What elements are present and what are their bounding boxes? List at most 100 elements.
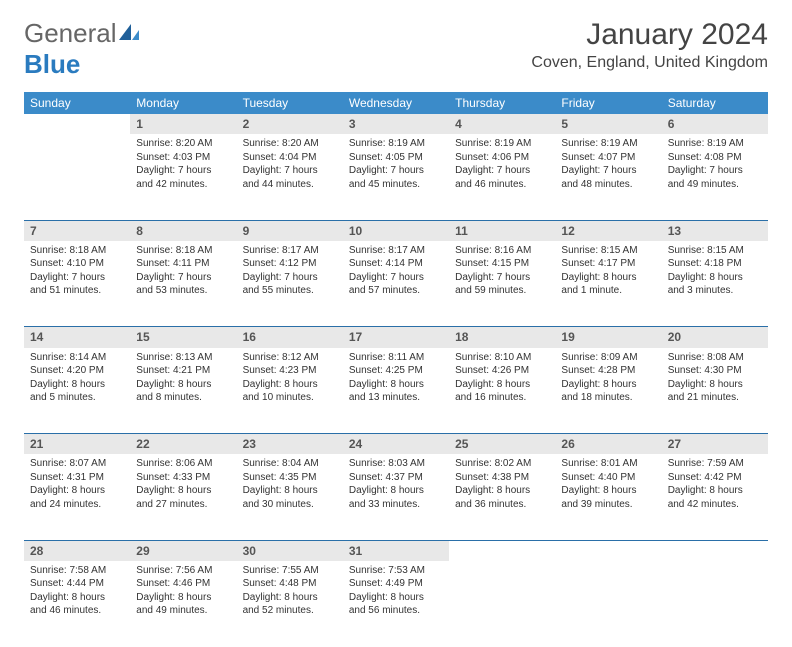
sunrise-text: Sunrise: 8:19 AM [349,137,443,151]
day-cell [449,561,555,647]
daylight-text: Daylight: 8 hours [136,591,230,605]
day-number: 24 [343,434,449,455]
day-cell: Sunrise: 8:17 AMSunset: 4:14 PMDaylight:… [343,241,449,327]
sunset-text: Sunset: 4:44 PM [30,577,124,591]
day-number: 1 [130,114,236,134]
daylight-text: and 13 minutes. [349,391,443,405]
day-cell: Sunrise: 8:11 AMSunset: 4:25 PMDaylight:… [343,348,449,434]
daylight-text: Daylight: 8 hours [349,484,443,498]
daylight-text: and 59 minutes. [455,284,549,298]
daylight-text: Daylight: 8 hours [455,484,549,498]
day-number: 23 [237,434,343,455]
day-content-row: Sunrise: 8:18 AMSunset: 4:10 PMDaylight:… [24,241,768,327]
day-number: 22 [130,434,236,455]
sunrise-text: Sunrise: 7:58 AM [30,564,124,578]
daylight-text: and 30 minutes. [243,498,337,512]
weekday-header: Tuesday [237,92,343,114]
daylight-text: Daylight: 8 hours [668,271,762,285]
daylight-text: Daylight: 7 hours [668,164,762,178]
daylight-text: Daylight: 8 hours [349,378,443,392]
sunrise-text: Sunrise: 8:06 AM [136,457,230,471]
daylight-text: Daylight: 7 hours [455,271,549,285]
daylight-text: and 49 minutes. [668,178,762,192]
header: GeneralBlue January 2024 Coven, England,… [24,18,768,80]
daylight-text: and 52 minutes. [243,604,337,618]
sunrise-text: Sunrise: 8:20 AM [136,137,230,151]
day-number: 8 [130,220,236,241]
page-title: January 2024 [531,18,768,52]
day-number: 25 [449,434,555,455]
daylight-text: and 18 minutes. [561,391,655,405]
day-content-row: Sunrise: 8:20 AMSunset: 4:03 PM Daylight:… [24,134,768,220]
daylight-text: and 49 minutes. [136,604,230,618]
day-cell: Sunrise: 8:19 AMSunset: 4:05 PMDaylight:… [343,134,449,220]
sunset-text: Sunset: 4:40 PM [561,471,655,485]
day-cell: Sunrise: 8:04 AMSunset: 4:35 PMDaylight:… [237,454,343,540]
day-cell: Sunrise: 8:09 AMSunset: 4:28 PMDaylight:… [555,348,661,434]
day-cell: Sunrise: 8:10 AMSunset: 4:26 PMDaylight:… [449,348,555,434]
sunrise-text: Sunrise: 7:55 AM [243,564,337,578]
title-block: January 2024 Coven, England, United King… [531,18,768,72]
sunset-text: Sunset: 4:37 PM [349,471,443,485]
sunrise-text: Sunrise: 8:04 AM [243,457,337,471]
day-cell [24,134,130,220]
daylight-text: Daylight: 8 hours [243,591,337,605]
daylight-text: Daylight: 8 hours [30,378,124,392]
daylight-text: Daylight: 7 hours [455,164,549,178]
daylight-text: and 24 minutes. [30,498,124,512]
day-number: 26 [555,434,661,455]
day-cell: Sunrise: 7:58 AMSunset: 4:44 PMDaylight:… [24,561,130,647]
day-number [24,114,130,134]
sunrise-text: Sunrise: 8:15 AM [561,244,655,258]
daylight-text: and 39 minutes. [561,498,655,512]
sunset-text: Sunset: 4:06 PM [455,151,549,165]
daylight-text: and 42 minutes. [136,178,230,192]
sunrise-text: Sunrise: 8:07 AM [30,457,124,471]
daylight-text: and 44 minutes. [243,178,337,192]
sunset-text: Sunset: 4:18 PM [668,257,762,271]
day-cell: Sunrise: 8:19 AMSunset: 4:06 PMDaylight:… [449,134,555,220]
day-number: 2 [237,114,343,134]
sunset-text: Sunset: 4:11 PM [136,257,230,271]
day-number: 30 [237,540,343,561]
daylight-text: and 5 minutes. [30,391,124,405]
day-cell: Sunrise: 8:08 AMSunset: 4:30 PMDaylight:… [662,348,768,434]
day-number: 14 [24,327,130,348]
day-number: 12 [555,220,661,241]
day-cell: Sunrise: 8:12 AMSunset: 4:23 PMDaylight:… [237,348,343,434]
daylight-text: Daylight: 8 hours [30,591,124,605]
day-cell: Sunrise: 8:17 AMSunset: 4:12 PMDaylight:… [237,241,343,327]
sunrise-text: Sunrise: 8:16 AM [455,244,549,258]
sunrise-text: Sunrise: 8:10 AM [455,351,549,365]
sunset-text: Sunset: 4:30 PM [668,364,762,378]
day-cell: Sunrise: 8:13 AMSunset: 4:21 PMDaylight:… [130,348,236,434]
daylight-text: Daylight: 8 hours [136,378,230,392]
day-cell [555,561,661,647]
weekday-header: Thursday [449,92,555,114]
day-cell: Sunrise: 8:07 AMSunset: 4:31 PMDaylight:… [24,454,130,540]
daylight-text: Daylight: 7 hours [136,271,230,285]
sunset-text: Sunset: 4:03 PM [136,151,230,165]
daylight-text: and 10 minutes. [243,391,337,405]
sunset-text: Sunset: 4:42 PM [668,471,762,485]
day-cell: Sunrise: 8:18 AMSunset: 4:10 PMDaylight:… [24,241,130,327]
sunset-text: Sunset: 4:14 PM [349,257,443,271]
daylight-text: and 51 minutes. [30,284,124,298]
day-cell: Sunrise: 8:06 AMSunset: 4:33 PMDaylight:… [130,454,236,540]
day-cell: Sunrise: 8:19 AMSunset: 4:08 PMDaylight:… [662,134,768,220]
day-number: 6 [662,114,768,134]
daylight-text: Daylight: 8 hours [30,484,124,498]
day-cell: Sunrise: 8:15 AMSunset: 4:18 PMDaylight:… [662,241,768,327]
sunrise-text: Sunrise: 8:11 AM [349,351,443,365]
day-number: 13 [662,220,768,241]
daylight-text: Daylight: 7 hours [349,271,443,285]
day-number: 11 [449,220,555,241]
sunset-text: Sunset: 4:04 PM [243,151,337,165]
sunset-text: Sunset: 4:33 PM [136,471,230,485]
daylight-text: and 21 minutes. [668,391,762,405]
day-cell [662,561,768,647]
day-number: 16 [237,327,343,348]
logo: GeneralBlue [24,18,141,80]
day-cell: Sunrise: 8:18 AMSunset: 4:11 PMDaylight:… [130,241,236,327]
day-cell: Sunrise: 8:16 AMSunset: 4:15 PMDaylight:… [449,241,555,327]
